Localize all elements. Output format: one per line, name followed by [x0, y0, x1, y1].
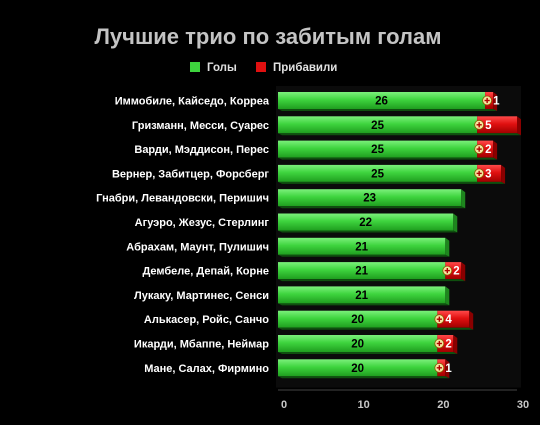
- bar-goals: [278, 164, 478, 182]
- category-label: Иммобиле, Кайседо, Корреа: [115, 96, 270, 108]
- bar-side-face: [453, 213, 458, 233]
- bar-side-face: [461, 189, 466, 209]
- bar-goals: [278, 237, 446, 255]
- bar-goals: [278, 286, 446, 304]
- bar-side-face: [469, 310, 474, 330]
- data-label-goals: 26: [375, 96, 388, 108]
- data-label-goals: 22: [359, 217, 372, 229]
- bar-side-face: [445, 359, 450, 379]
- data-label-added: 2: [485, 144, 491, 156]
- bar-bottom-face: [278, 109, 498, 111]
- bar-added: [477, 116, 517, 134]
- data-label-goals: 21: [355, 266, 368, 278]
- bar-bottom-face: [278, 352, 458, 354]
- x-tick-label: 10: [358, 399, 370, 411]
- plot-area: Иммобиле, Кайседо, Корреа 26 1 Гризманн, Ме…: [96, 86, 529, 411]
- bar-goals: [278, 359, 438, 377]
- legend: Голы Прибавили: [190, 62, 337, 74]
- data-label-added: 1: [445, 363, 452, 375]
- bar-bottom-face: [278, 133, 521, 136]
- data-label-added: 5: [485, 120, 492, 132]
- data-label-added: 2: [453, 266, 459, 278]
- bar-goals: [278, 189, 462, 207]
- data-label-added: 1: [493, 96, 500, 108]
- category-label: Лукаку, Мартинес, Сенси: [134, 290, 269, 302]
- data-label-goals: 20: [351, 339, 364, 351]
- legend-label-added: Прибавили: [273, 62, 337, 74]
- category-label: Алькасер, Ройс, Санчо: [144, 314, 269, 326]
- data-label-goals: 20: [351, 363, 364, 375]
- category-label: Агуэро, Жезус, Стерлинг: [135, 217, 270, 229]
- legend-swatch-goals: [190, 62, 200, 72]
- bar-bottom-face: [278, 254, 450, 257]
- bar-added: [437, 310, 470, 328]
- bar-goals: [278, 262, 446, 280]
- bar-goals: [278, 213, 454, 231]
- data-label-added: 3: [485, 168, 491, 180]
- bar-bottom-face: [278, 279, 466, 282]
- data-label-goals: 25: [371, 120, 384, 132]
- category-label: Мане, Салах, Фирмино: [144, 363, 269, 375]
- data-label-goals: 21: [355, 290, 368, 302]
- data-label-goals: 20: [351, 314, 364, 326]
- bar-side-face: [493, 140, 498, 160]
- legend-swatch-added: [256, 62, 266, 72]
- bar-side-face: [493, 92, 498, 111]
- bar-added: [477, 164, 502, 182]
- bar-bottom-face: [278, 303, 450, 306]
- bar-bottom-face: [278, 157, 498, 160]
- category-label: Гнабри, Левандовски, Перишич: [96, 193, 269, 205]
- bar-bottom-face: [278, 230, 458, 233]
- data-label-added: 4: [445, 314, 452, 326]
- category-label: Гризманн, Месси, Суарес: [132, 120, 269, 132]
- bar-bottom-face: [278, 376, 450, 379]
- bar-goals: [278, 92, 486, 109]
- x-tick-label: 0: [281, 399, 287, 411]
- bar-side-face: [461, 262, 466, 282]
- bar-side-face: [445, 286, 450, 306]
- data-label-goals: 21: [355, 241, 368, 253]
- bar-side-face: [445, 237, 450, 257]
- category-label: Вернер, Забитцер, Форсберг: [112, 168, 269, 180]
- data-label-added: 2: [445, 339, 451, 351]
- bar-goals: [278, 140, 478, 158]
- bar-side-face: [501, 164, 506, 184]
- legend-label-goals: Голы: [207, 62, 237, 74]
- category-label: Дембеле, Депай, Корне: [142, 266, 269, 278]
- x-tick-label: 30: [517, 399, 529, 411]
- chart-title: Лучшие трио по забитым голам: [95, 24, 442, 49]
- x-tick-label: 20: [437, 399, 449, 411]
- data-label-goals: 23: [363, 193, 376, 205]
- bar-goals: [278, 116, 478, 134]
- bar-goals: [278, 310, 438, 328]
- category-label: Икарди, Мбаппе, Неймар: [134, 339, 269, 351]
- data-label-goals: 25: [371, 168, 384, 180]
- category-label: Абрахам, Маунт, Пулишич: [126, 241, 269, 253]
- bar-goals: [278, 335, 438, 352]
- bar-side-face: [453, 335, 458, 354]
- category-label: Варди, Мэддисон, Перес: [134, 144, 269, 156]
- bar-bottom-face: [278, 181, 506, 184]
- bar-bottom-face: [278, 327, 474, 330]
- data-label-goals: 25: [371, 144, 384, 156]
- bar-bottom-face: [278, 206, 466, 209]
- bar-side-face: [517, 116, 521, 136]
